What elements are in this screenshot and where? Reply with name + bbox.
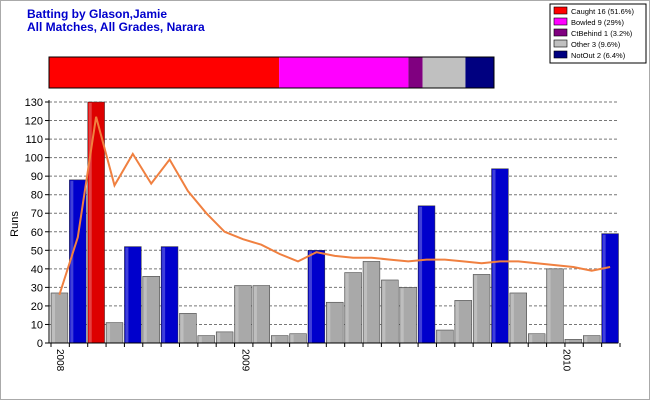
y-tick-label: 70: [31, 208, 43, 220]
bar-highlight: [217, 332, 221, 343]
legend-swatch: [553, 17, 568, 26]
legend-label: Bowled 9 (29%): [571, 18, 624, 27]
axes: 0 10 20 30 40 50 60 70 80 90 100 110 120 130 2008 2009 2…: [25, 97, 621, 372]
bar-highlight: [180, 314, 184, 343]
bar-highlight: [492, 169, 496, 343]
strip-segment: [279, 57, 409, 88]
bar-highlight: [382, 280, 386, 343]
y-tick-label: 0: [37, 338, 43, 350]
bar-highlight: [162, 247, 166, 343]
y-tick-label: 130: [25, 97, 43, 109]
y-tick-label: 50: [31, 245, 43, 257]
bar-highlight: [52, 293, 55, 343]
bar-highlight: [437, 331, 441, 343]
bar-highlight: [290, 334, 294, 343]
average-line: [58, 116, 611, 296]
bar-highlight: [107, 323, 111, 343]
y-tick-label: 10: [31, 319, 43, 331]
bar-highlight: [308, 251, 312, 343]
bar-highlight: [88, 103, 92, 343]
bar-highlight: [143, 277, 147, 343]
bar-highlight: [364, 262, 368, 343]
bar-highlight: [253, 286, 257, 343]
strip-segment: [422, 57, 466, 88]
y-tick-label: 60: [31, 227, 43, 239]
bar-highlight: [510, 293, 514, 343]
bars: [50, 101, 619, 344]
bar-highlight: [272, 336, 276, 343]
y-tick-label: 40: [31, 264, 43, 276]
x-tick-label: 2010: [561, 349, 572, 372]
strip-segment: [49, 57, 280, 88]
bar-highlight: [70, 180, 74, 343]
strip-border: [48, 56, 495, 89]
legend-swatch: [553, 50, 568, 59]
bar-highlight: [345, 273, 349, 343]
bar-highlight: [125, 247, 129, 343]
legend: Caught 16 (51.6%) Bowled 9 (29%) CtBehind …: [549, 3, 647, 64]
y-tick-label: 20: [31, 301, 43, 313]
bar-highlight: [419, 206, 423, 343]
dismissal-strip: [48, 56, 495, 89]
chart-title-line-1: Batting by Glason,Jamie: [27, 7, 167, 21]
y-tick-label: 30: [31, 282, 43, 294]
bar-highlight: [235, 286, 239, 343]
bar-highlight: [529, 334, 533, 343]
legend-swatch: [553, 39, 568, 48]
y-tick-label: 120: [25, 116, 43, 128]
chart-title-line-2: All Matches, All Grades, Narara: [27, 20, 205, 34]
bar-highlight: [455, 301, 459, 343]
average-line-group: [58, 116, 611, 296]
legend-label: CtBehind 1 (3.2%): [571, 29, 633, 38]
bar-highlight: [198, 336, 202, 343]
y-tick-label: 80: [31, 190, 43, 202]
x-tick-label: 2008: [54, 349, 65, 372]
y-axis-label: Runs: [9, 211, 21, 237]
legend-label: Caught 16 (51.6%): [571, 7, 634, 16]
legend-label: Other 3 (9.6%): [571, 40, 621, 49]
y-tick-label: 110: [25, 134, 43, 146]
bar-highlight: [584, 336, 588, 343]
bar-highlight: [602, 234, 606, 343]
y-tick-label: 100: [25, 153, 43, 165]
bar-highlight: [327, 303, 331, 343]
strip-segment: [465, 57, 494, 88]
legend-swatch: [553, 28, 568, 37]
bar-highlight: [474, 275, 478, 343]
bar-highlight: [547, 269, 551, 343]
x-tick-label: 2009: [239, 349, 250, 372]
legend-swatch: [553, 6, 568, 15]
legend-label: NotOut 2 (6.4%): [571, 51, 626, 60]
bar-highlight: [565, 340, 569, 343]
strip-segment: [408, 57, 423, 88]
y-tick-label: 90: [31, 171, 43, 183]
bar-highlight: [400, 288, 404, 343]
